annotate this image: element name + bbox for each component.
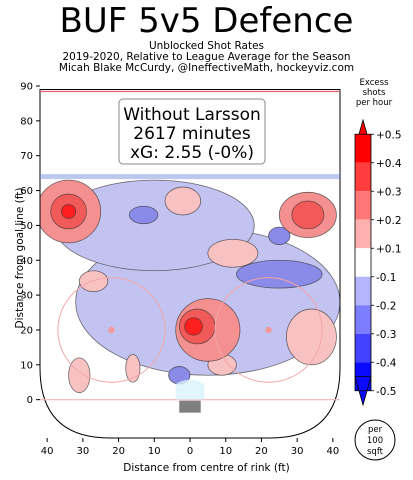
y-tick-label-5: 50	[20, 221, 33, 232]
colorbar-swatch-2	[355, 191, 371, 220]
y-tick-label-9: 90	[20, 82, 33, 93]
y-tick-label-0: 0	[27, 395, 33, 406]
colorbar-swatch-1	[355, 163, 371, 192]
deficit-region-4	[129, 206, 158, 223]
colorbar-swatch-3	[355, 220, 371, 249]
x-tick-label-5: 10	[219, 446, 232, 457]
y-tick-label-8: 80	[20, 116, 33, 127]
x-tick-label-7: 30	[291, 446, 304, 457]
scale-legend-line2: 100	[367, 436, 383, 446]
colorbar: +0.5 +0.4 +0.3 +0.2 +0.1 -0.1 -0.2 -0.3 -0.4 -0.5	[355, 120, 402, 405]
excess-region-20	[61, 204, 75, 218]
colorbar-swatch-6	[355, 305, 371, 334]
scale-legend-line1: per	[368, 425, 383, 435]
excess-region-8	[165, 187, 201, 215]
colorbar-swatch-5	[355, 277, 371, 306]
x-tick-label-3: 10	[148, 446, 161, 457]
faceoff-dot-1	[108, 327, 114, 333]
colorbar-swatch-0	[355, 134, 371, 163]
info-box-line3: xG: 2.55 (-0%)	[130, 143, 254, 163]
scale-legend-line3: sqft	[367, 447, 384, 457]
colorbar-label-5: -0.1	[376, 272, 397, 284]
y-tick-label-3: 30	[20, 291, 33, 302]
deficit-region-2	[236, 260, 322, 288]
info-box-line1: Without Larsson	[123, 105, 261, 125]
colorbar-label-4: +0.1	[376, 243, 402, 255]
x-tick-label-2: 20	[112, 446, 125, 457]
colorbar-label-2: +0.3	[376, 186, 402, 198]
y-tick-label-4: 40	[20, 256, 33, 267]
x-tick-label-1: 30	[76, 446, 89, 457]
y-tick-label-2: 20	[20, 325, 33, 336]
excess-region-19	[185, 318, 203, 335]
colorbar-label-1: +0.4	[376, 158, 402, 170]
y-tick-label-6: 60	[20, 186, 33, 197]
info-box-line2: 2617 minutes	[133, 124, 251, 144]
colorbar-label-6: -0.2	[376, 300, 397, 312]
x-tick-label-8: 40	[326, 446, 339, 457]
x-tick-label-4: 0	[187, 446, 193, 457]
colorbar-label-3: +0.2	[376, 215, 402, 227]
colorbar-label-7: -0.3	[376, 329, 397, 341]
excess-region-7	[208, 239, 258, 267]
colorbar-label-8: -0.4	[376, 357, 397, 369]
scale-legend: per 100 sqft	[355, 420, 395, 460]
blue-line	[40, 174, 340, 179]
goal-net	[179, 401, 200, 413]
colorbar-swatch-4	[355, 248, 371, 277]
colorbar-swatch-7	[355, 334, 371, 363]
excess-region-6	[286, 309, 336, 365]
colorbar-label-0: +0.5	[376, 129, 402, 141]
y-tick-label-7: 70	[20, 151, 33, 162]
excess-region-9	[79, 271, 108, 292]
colorbar-label-9: -0.5	[376, 386, 397, 398]
x-tick-label-6: 20	[255, 446, 268, 457]
faceoff-dot-0	[265, 327, 271, 333]
excess-region-10	[69, 358, 90, 393]
y-tick-label-1: 10	[20, 360, 33, 371]
info-box: Without Larsson 2617 minutes xG: 2.55 (-…	[119, 99, 265, 164]
goal-crease	[176, 380, 205, 400]
x-tick-label-0: 40	[41, 446, 54, 457]
excess-region-16	[292, 201, 324, 229]
